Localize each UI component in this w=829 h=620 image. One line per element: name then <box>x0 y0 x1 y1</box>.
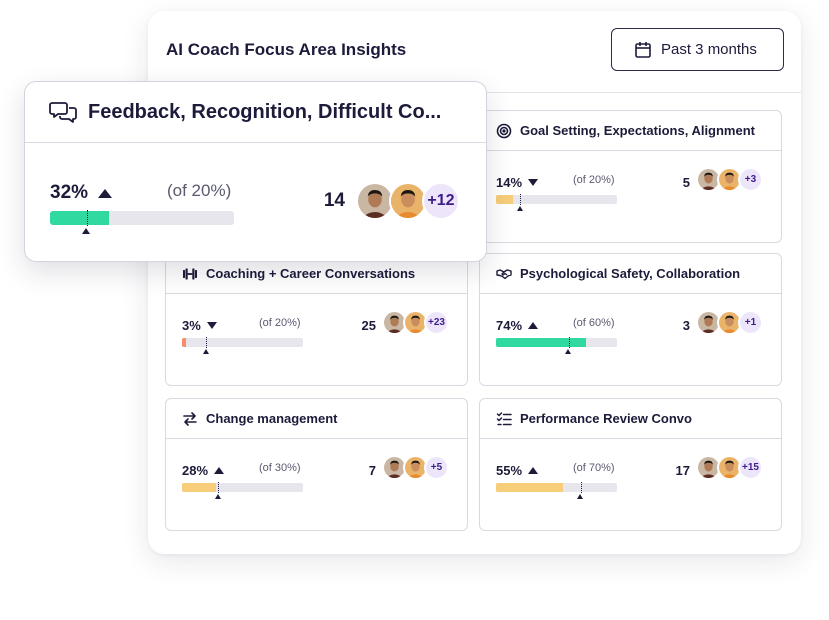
focus-card-goal-setting[interactable]: Goal Setting, Expectations, Alignment 14… <box>479 110 782 243</box>
percent-label: 28% <box>182 463 209 478</box>
trend-up-icon <box>214 467 225 474</box>
progress-fill <box>50 211 109 225</box>
panel-title: AI Coach Focus Area Insights <box>166 40 407 59</box>
progress-fill <box>496 338 586 347</box>
more-members-badge[interactable]: +3 <box>738 167 763 192</box>
avatar-group[interactable]: +5 <box>382 455 449 480</box>
card-title: Psychological Safety, Collaboration <box>520 266 741 281</box>
percent-label: 3% <box>182 318 201 333</box>
target-label: (of 60%) <box>573 317 615 329</box>
date-range-button[interactable]: Past 3 months <box>611 28 784 71</box>
more-members-badge[interactable]: +23 <box>424 310 449 335</box>
progress-fill <box>182 338 186 347</box>
target-label: (of 30%) <box>259 462 301 474</box>
target-label: (of 20%) <box>573 174 615 186</box>
progress-bar <box>50 210 234 234</box>
checklist-icon <box>496 411 512 425</box>
member-count: 25 <box>361 318 376 333</box>
percent-value: 3% <box>182 318 217 333</box>
target-marker <box>202 337 209 354</box>
progress-bar <box>182 482 303 499</box>
handshake-icon <box>496 268 512 279</box>
focus-card-psychological-safety[interactable]: Psychological Safety, Collaboration 74% (… <box>479 253 782 386</box>
focus-card-performance-review[interactable]: Performance Review Convo 55% (of 70%) 17 +1… <box>479 398 782 531</box>
calendar-icon <box>635 41 651 58</box>
date-range-label: Past 3 months <box>661 41 757 58</box>
target-label: (of 20%) <box>259 317 301 329</box>
chat-bubbles-icon <box>49 102 77 123</box>
member-count: 5 <box>682 175 690 190</box>
avatar-group[interactable]: +15 <box>696 455 763 480</box>
target-label: (of 70%) <box>573 462 615 474</box>
progress-fill <box>496 483 563 492</box>
percent-value: 28% <box>182 463 225 478</box>
more-members-badge[interactable]: +15 <box>738 455 763 480</box>
trend-down-icon <box>528 179 539 186</box>
percent-value: 74% <box>496 318 539 333</box>
percent-label: 14% <box>496 175 523 190</box>
target-marker <box>82 210 91 234</box>
target-icon <box>496 123 512 138</box>
progress-bar <box>496 194 617 211</box>
percent-value: 55% <box>496 463 539 478</box>
arrows-exchange-icon <box>183 411 197 426</box>
progress-fill <box>182 483 216 492</box>
member-count: 14 <box>323 190 345 211</box>
more-members-badge[interactable]: +12 <box>422 182 460 220</box>
progress-fill <box>496 195 513 204</box>
card-title: Goal Setting, Expectations, Alignment <box>520 123 755 138</box>
more-members-badge[interactable]: +5 <box>424 455 449 480</box>
trend-up-icon <box>528 322 539 329</box>
card-title: Coaching + Career Conversations <box>206 266 416 281</box>
featured-focus-card[interactable]: Feedback, Recognition, Difficult Co... 3… <box>24 81 487 262</box>
member-count: 3 <box>682 318 690 333</box>
percent-label: 74% <box>496 318 523 333</box>
member-count: 17 <box>675 463 690 478</box>
trend-up-icon <box>528 467 539 474</box>
focus-card-change-management[interactable]: Change management 28% (of 30%) 7 +5 <box>165 398 468 531</box>
percent-value: 32% <box>50 182 113 204</box>
percent-label: 55% <box>496 463 523 478</box>
member-count: 7 <box>368 463 376 478</box>
progress-bar <box>182 337 303 354</box>
avatar <box>696 310 721 335</box>
avatar-group[interactable]: +12 <box>356 182 460 220</box>
trend-down-icon <box>206 322 217 329</box>
percent-label: 32% <box>50 182 89 203</box>
avatar-group[interactable]: +1 <box>696 310 763 335</box>
percent-value: 14% <box>496 175 539 190</box>
avatar-group[interactable]: +23 <box>382 310 449 335</box>
more-members-badge[interactable]: +1 <box>738 310 763 335</box>
featured-title: Feedback, Recognition, Difficult Co... <box>88 100 442 123</box>
target-marker <box>577 482 584 499</box>
avatar-group[interactable]: +3 <box>696 167 763 192</box>
target-marker <box>565 337 572 354</box>
target-marker <box>214 482 221 499</box>
trend-up-icon <box>98 188 113 198</box>
focus-card-coaching-career[interactable]: Coaching + Career Conversations 3% (of 20… <box>165 253 468 386</box>
target-label: (of 20%) <box>167 181 232 200</box>
progress-bar <box>496 337 617 354</box>
card-title: Change management <box>206 411 338 426</box>
target-marker <box>516 194 523 211</box>
card-title: Performance Review Convo <box>520 411 692 426</box>
avatar <box>382 455 407 480</box>
dumbbell-icon <box>183 268 197 279</box>
progress-bar <box>496 482 617 499</box>
